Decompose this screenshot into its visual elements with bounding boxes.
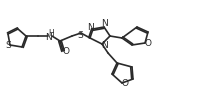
Text: N: N — [46, 33, 52, 42]
Text: O: O — [62, 47, 70, 56]
Text: S: S — [77, 31, 83, 39]
Text: N: N — [87, 23, 93, 32]
Text: N: N — [102, 19, 108, 28]
Text: N: N — [101, 42, 107, 50]
Text: S: S — [5, 42, 11, 50]
Text: O: O — [145, 39, 151, 48]
Text: O: O — [121, 79, 129, 88]
Text: H: H — [49, 29, 54, 38]
